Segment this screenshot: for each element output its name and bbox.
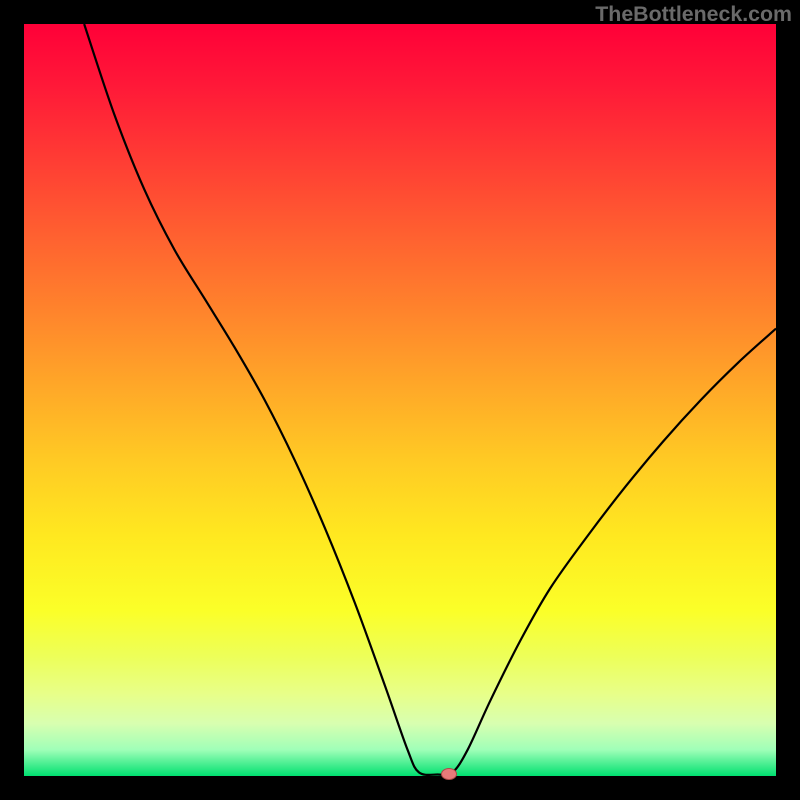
bottleneck-curve-path: [84, 24, 776, 775]
bottleneck-chart: TheBottleneck.com: [0, 0, 800, 800]
plot-area: [24, 24, 776, 776]
watermark-text: TheBottleneck.com: [595, 2, 792, 27]
bottleneck-curve: [24, 24, 776, 776]
optimal-point-marker: [441, 768, 457, 780]
